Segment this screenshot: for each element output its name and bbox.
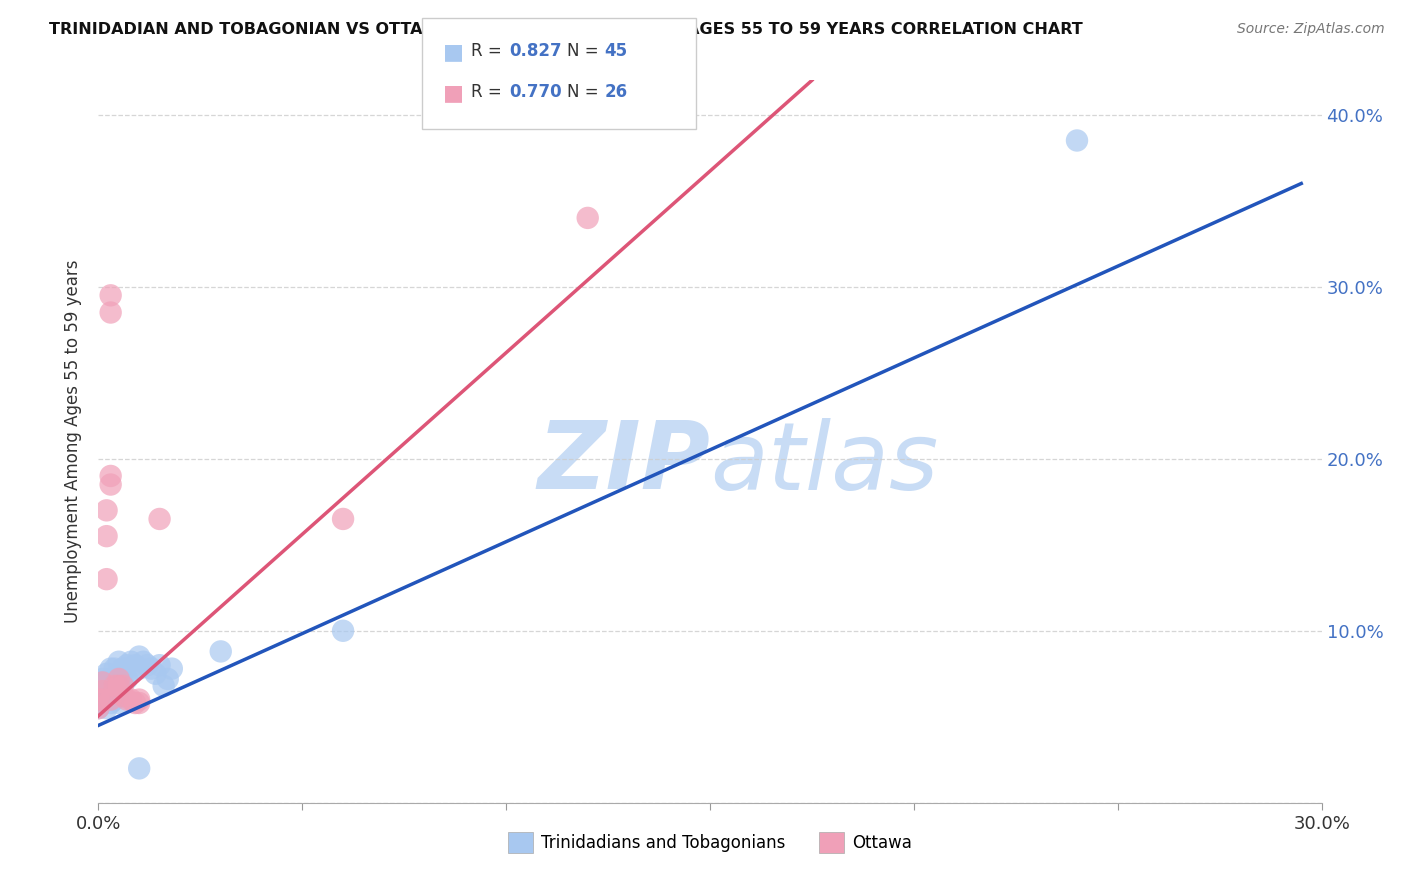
Point: [108, 679, 131, 693]
Point: [96, 675, 118, 690]
Point: [104, 672, 127, 686]
Text: R =: R =: [471, 42, 508, 60]
Point: [111, 689, 134, 703]
Point: [100, 305, 122, 319]
Point: [91, 692, 114, 706]
Text: ■: ■: [443, 83, 464, 103]
Point: [160, 662, 183, 676]
Point: [149, 512, 172, 526]
Text: N =: N =: [567, 42, 603, 60]
Point: [104, 684, 127, 698]
Point: [100, 672, 122, 686]
Point: [91, 692, 114, 706]
Point: [91, 675, 114, 690]
Point: [120, 655, 142, 669]
Point: [115, 672, 138, 686]
Point: [128, 649, 150, 664]
Point: [124, 658, 146, 673]
Point: [100, 469, 122, 483]
Point: [100, 689, 122, 703]
Point: [149, 658, 172, 673]
Text: ■: ■: [443, 42, 464, 62]
Point: [100, 288, 122, 302]
Point: [96, 701, 118, 715]
Y-axis label: Unemployment Among Ages 55 to 59 years: Unemployment Among Ages 55 to 59 years: [63, 260, 82, 624]
Point: [87, 701, 110, 715]
Point: [91, 684, 114, 698]
Point: [108, 672, 131, 686]
Point: [141, 662, 163, 676]
Point: [100, 692, 122, 706]
Text: 26: 26: [605, 83, 627, 101]
Point: [100, 696, 122, 710]
Text: Source: ZipAtlas.com: Source: ZipAtlas.com: [1237, 22, 1385, 37]
Point: [115, 658, 138, 673]
Point: [91, 684, 114, 698]
Point: [120, 692, 142, 706]
Point: [108, 655, 131, 669]
Text: 0.770: 0.770: [509, 83, 561, 101]
Point: [104, 679, 127, 693]
Text: 0.827: 0.827: [509, 42, 561, 60]
Point: [332, 512, 354, 526]
Point: [209, 644, 232, 658]
Point: [100, 477, 122, 491]
Point: [108, 684, 131, 698]
Point: [96, 503, 118, 517]
Point: [115, 692, 138, 706]
Point: [104, 692, 127, 706]
Text: N =: N =: [567, 83, 603, 101]
Point: [132, 655, 155, 669]
Point: [91, 675, 114, 690]
Legend: Trinidadians and Tobagonians, Ottawa: Trinidadians and Tobagonians, Ottawa: [501, 826, 920, 860]
Point: [104, 662, 127, 676]
Point: [100, 662, 122, 676]
Point: [124, 696, 146, 710]
Point: [96, 572, 118, 586]
Text: TRINIDADIAN AND TOBAGONIAN VS OTTAWA UNEMPLOYMENT AMONG AGES 55 TO 59 YEARS CORR: TRINIDADIAN AND TOBAGONIAN VS OTTAWA UNE…: [49, 22, 1083, 37]
Point: [100, 679, 122, 693]
Point: [96, 666, 118, 681]
Point: [128, 761, 150, 775]
Point: [96, 529, 118, 543]
Point: [96, 689, 118, 703]
Point: [111, 662, 134, 676]
Point: [87, 692, 110, 706]
Point: [576, 211, 599, 225]
Point: [111, 675, 134, 690]
Point: [108, 696, 131, 710]
Point: [145, 666, 167, 681]
Point: [96, 679, 118, 693]
Point: [108, 666, 131, 681]
Point: [87, 701, 110, 715]
Point: [111, 679, 134, 693]
Text: 45: 45: [605, 42, 627, 60]
Point: [152, 679, 174, 693]
Point: [128, 692, 150, 706]
Point: [156, 672, 179, 686]
Text: R =: R =: [471, 83, 508, 101]
Point: [120, 666, 142, 681]
Point: [332, 624, 354, 638]
Point: [87, 692, 110, 706]
Point: [128, 696, 150, 710]
Point: [1066, 133, 1088, 147]
Point: [128, 662, 150, 676]
Point: [91, 672, 114, 686]
Text: ZIP: ZIP: [537, 417, 710, 509]
Text: atlas: atlas: [710, 417, 938, 508]
Point: [136, 658, 159, 673]
